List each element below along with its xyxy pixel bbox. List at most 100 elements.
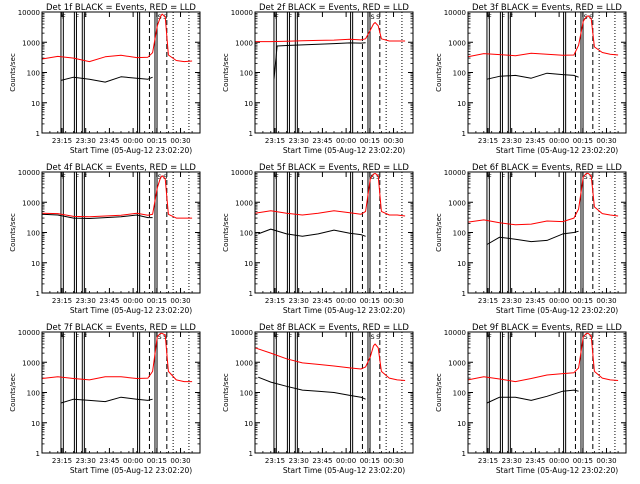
y-tick-label: 1000: [235, 359, 253, 367]
y-tick-label: 10000: [18, 329, 40, 337]
y-tick-label: 100: [240, 390, 253, 398]
marker-letter: F: [83, 333, 87, 341]
y-tick-label: 1: [36, 450, 40, 458]
x-tick-label: 23:30: [76, 137, 96, 145]
x-tick-label: 00:30: [596, 457, 616, 465]
plot-frame: [254, 171, 414, 294]
y-tick-label: 1: [462, 290, 466, 298]
x-tick-label: 23:15: [52, 457, 72, 465]
marker-letter: F: [296, 13, 300, 21]
detector-panel: Det 6f BLACK = Events, RED = LLD Counts/s…: [435, 163, 627, 315]
lld-series-line: [41, 332, 193, 383]
marker-letter: S: [376, 13, 380, 21]
marker-letter: F: [62, 333, 66, 341]
marker-letter: F: [275, 13, 279, 21]
y-tick-label: 10: [31, 260, 40, 268]
x-tick-label: 00:15: [147, 137, 167, 145]
marker-letter: S: [584, 13, 588, 21]
plot-frame: [41, 11, 201, 134]
x-tick-label: 00:30: [170, 137, 190, 145]
marker-letter: F: [275, 333, 279, 341]
y-tick-label: 10000: [231, 9, 253, 17]
y-axis-label: Counts/sec: [222, 373, 230, 412]
y-tick-label: 1000: [448, 39, 466, 47]
x-tick-label: 23:45: [525, 137, 545, 145]
y-axis-label: Counts/sec: [222, 53, 230, 92]
x-tick-label: 00:00: [336, 297, 356, 305]
x-tick-label: 00:00: [549, 137, 569, 145]
chart-title: Det 9f BLACK = Events, RED = LLD: [472, 323, 622, 333]
events-series-line: [60, 76, 153, 83]
x-axis-label: Start Time (05-Aug-12 23:02:20): [70, 466, 192, 475]
y-tick-label: 10000: [231, 169, 253, 177]
y-tick-label: 10: [244, 420, 253, 428]
detector-panel: Det 8f BLACK = Events, RED = LLD Counts/s…: [222, 323, 414, 475]
events-series-line: [60, 396, 153, 404]
y-tick-label: 10000: [444, 169, 466, 177]
x-tick-label: 00:30: [596, 297, 616, 305]
x-tick-label: 00:15: [360, 137, 380, 145]
marker-letter: S: [163, 173, 167, 181]
x-axis-label: Start Time (05-Aug-12 23:02:20): [496, 466, 618, 475]
x-tick-label: 23:15: [478, 137, 498, 145]
y-tick-label: 1: [36, 290, 40, 298]
chart-title: Det 1f BLACK = Events, RED = LLD: [46, 3, 196, 13]
marker-letter: S: [376, 333, 380, 341]
events-series-line: [486, 230, 579, 245]
detector-panel: Det 5f BLACK = Events, RED = LLD Counts/s…: [222, 163, 414, 315]
x-tick-label: 23:45: [312, 297, 332, 305]
y-tick-label: 1: [462, 130, 466, 138]
x-tick-label: 00:30: [170, 297, 190, 305]
marker-letter: F: [501, 333, 505, 341]
x-tick-label: 00:15: [147, 457, 167, 465]
detector-panel: Det 2f BLACK = Events, RED = LLD Counts/s…: [222, 3, 414, 155]
x-tick-label: 00:00: [123, 137, 143, 145]
x-tick-label: 00:15: [573, 457, 593, 465]
x-axis-label: Start Time (05-Aug-12 23:02:20): [70, 146, 192, 155]
y-tick-label: 1000: [448, 359, 466, 367]
x-tick-label: 23:30: [502, 457, 522, 465]
marker-letter: F: [75, 173, 79, 181]
marker-letter: F: [83, 173, 87, 181]
marker-letter: F: [488, 13, 492, 21]
x-tick-label: 00:15: [360, 297, 380, 305]
lld-series-line: [255, 22, 406, 43]
x-tick-label: 23:45: [99, 457, 119, 465]
chart-title: Det 2f BLACK = Events, RED = LLD: [259, 3, 409, 13]
x-tick-label: 23:45: [312, 457, 332, 465]
y-axis-label: Counts/sec: [435, 213, 443, 252]
y-tick-label: 1: [249, 130, 253, 138]
chart-title: Det 5f BLACK = Events, RED = LLD: [259, 163, 409, 173]
x-tick-label: 23:45: [312, 137, 332, 145]
x-tick-label: 23:30: [76, 297, 96, 305]
x-tick-label: 23:45: [99, 297, 119, 305]
marker-letter: F: [488, 333, 492, 341]
y-axis-label: Counts/sec: [9, 53, 17, 92]
y-tick-label: 1: [249, 450, 253, 458]
lld-series-line: [41, 13, 193, 63]
y-tick-label: 100: [453, 390, 466, 398]
x-tick-label: 23:30: [289, 137, 309, 145]
marker-letter: F: [62, 13, 66, 21]
y-tick-label: 10000: [18, 169, 40, 177]
plot-frame: [254, 331, 414, 454]
x-axis-label: Start Time (05-Aug-12 23:02:20): [283, 466, 405, 475]
plot-frame: [467, 171, 627, 294]
y-tick-label: 10: [244, 260, 253, 268]
plot-frame: [41, 331, 201, 454]
marker-letter: F: [288, 333, 292, 341]
plot-frame: [467, 11, 627, 134]
marker-letter: S: [589, 13, 593, 21]
y-tick-label: 1000: [22, 199, 40, 207]
marker-letter: F: [275, 173, 279, 181]
y-tick-label: 100: [27, 70, 40, 78]
x-axis-label: Start Time (05-Aug-12 23:02:20): [496, 146, 618, 155]
detector-panel: Det 9f BLACK = Events, RED = LLD Counts/s…: [435, 323, 627, 475]
y-tick-label: 10: [31, 420, 40, 428]
y-tick-label: 1000: [22, 39, 40, 47]
y-tick-label: 100: [27, 230, 40, 238]
marker-letter: F: [509, 13, 513, 21]
events-series-line: [41, 213, 153, 219]
y-tick-label: 1000: [235, 199, 253, 207]
